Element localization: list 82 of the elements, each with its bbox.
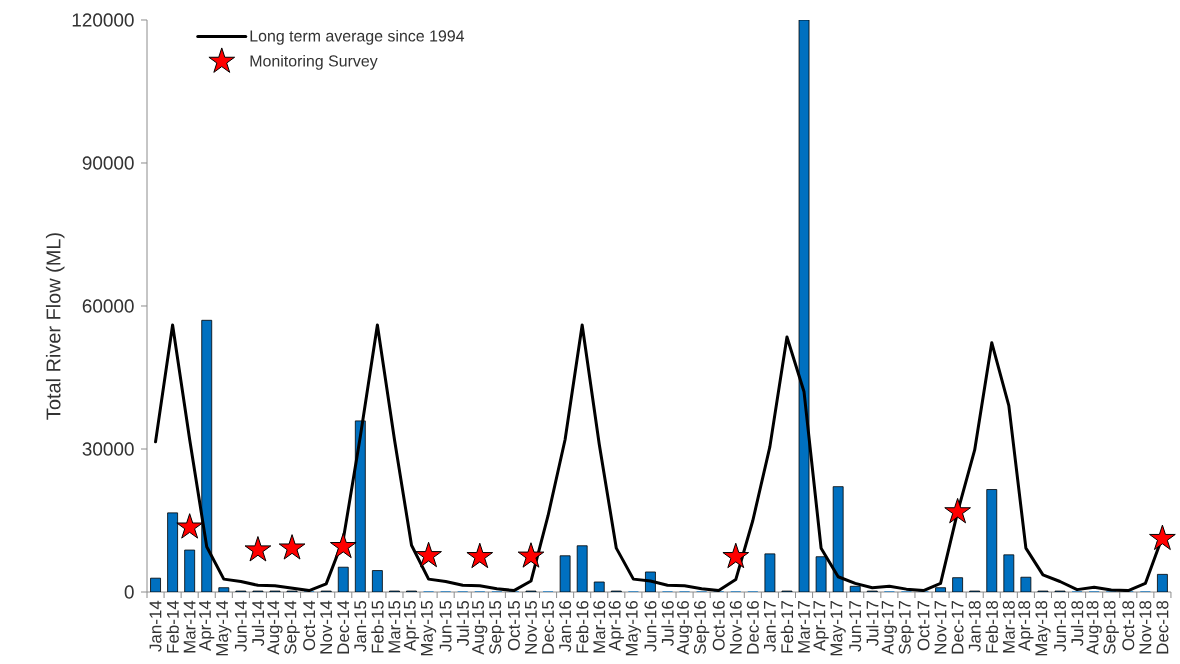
x-tick-label: Jan-17 (763, 601, 776, 652)
x-tick-label: Dec-17 (951, 601, 964, 654)
x-tick-label: Feb-14 (166, 600, 179, 653)
y-tick-label: 0 (124, 585, 134, 599)
legend-label: Monitoring Survey (250, 54, 378, 70)
x-tick-label: Dec-16 (746, 600, 759, 654)
x-tick-label: Jan-18 (968, 600, 981, 652)
x-tick-label: Oct-14 (303, 600, 316, 651)
y-tick-label: 30000 (82, 442, 134, 456)
x-tick-label: Aug-15 (472, 600, 488, 655)
x-tick-label: Apr-16 (608, 600, 624, 651)
x-tick-label: Jan-16 (559, 600, 572, 652)
x-tick-label: May-18 (1035, 600, 1051, 656)
x-tick-label: Nov-17 (934, 601, 947, 654)
bar (337, 566, 349, 592)
x-tick-label: Oct-15 (507, 600, 520, 651)
x-tick-label: Oct-16 (712, 600, 725, 651)
bar (576, 545, 588, 592)
x-tick-label: Nov-14 (320, 600, 333, 654)
x-tick-label: Nov-16 (729, 600, 742, 654)
x-tick-label: Mar-18 (1002, 600, 1015, 653)
x-tick-label: Aug-18 (1086, 600, 1102, 655)
y-axis-title: Total River Flow (ML) (45, 233, 65, 420)
x-tick-label: Sep-15 (489, 600, 505, 655)
x-tick-label: Mar-15 (388, 600, 401, 653)
y-tick-label: 60000 (82, 299, 134, 313)
x-tick-label: Jun-14 (234, 600, 247, 652)
bar (593, 581, 605, 592)
x-tick-label: Mar-17 (798, 601, 810, 653)
x-tick-label: Dec-15 (542, 600, 554, 654)
bar (764, 553, 776, 592)
bar (1157, 573, 1168, 592)
x-tick-label: Feb-17 (780, 601, 794, 653)
x-tick-label: Mar-16 (593, 600, 606, 653)
x-tick-label: Sep-14 (284, 600, 300, 655)
x-tick-label: Jul-14 (251, 600, 265, 647)
x-tick-label: May-16 (625, 600, 642, 656)
x-tick-label: Aug-16 (676, 600, 693, 655)
x-tick-label: Oct-17 (917, 601, 930, 651)
x-tick-label: Apr-15 (403, 600, 420, 651)
bar (371, 570, 383, 592)
bar (559, 555, 571, 592)
x-tick-label: Jun-15 (439, 600, 452, 652)
x-tick-label: Aug-17 (881, 601, 897, 655)
bar (218, 587, 230, 592)
x-tick-label: Feb-15 (371, 600, 384, 653)
x-tick-label: Sep-17 (898, 601, 915, 655)
x-tick-label: Jul-18 (1070, 600, 1084, 647)
x-tick-label: Mar-14 (183, 600, 196, 653)
bar (1003, 554, 1015, 592)
x-tick-label: Aug-14 (267, 600, 283, 655)
x-tick-label: Feb-16 (575, 600, 589, 653)
x-tick-label: Apr-18 (1018, 600, 1034, 651)
bar (184, 549, 196, 592)
x-tick-label: Feb-18 (985, 600, 998, 653)
x-tick-label: Dec-18 (1156, 600, 1169, 654)
x-tick-label: Apr-14 (199, 600, 215, 651)
x-tick-label: Jul-17 (866, 601, 879, 647)
x-tick-label: Jul-16 (661, 600, 674, 647)
legend-label: Long term average since 1994 (250, 29, 465, 45)
x-tick-label: Sep-18 (1103, 600, 1119, 655)
y-tick-label: 90000 (82, 156, 134, 170)
x-tick-label: Jun-18 (1054, 600, 1067, 652)
x-tick-label: Oct-18 (1122, 600, 1135, 651)
x-tick-label: May-17 (830, 601, 846, 656)
x-tick-label: Nov-18 (1139, 600, 1152, 654)
x-tick-label: Jan-15 (354, 600, 367, 652)
bar (1020, 576, 1032, 592)
x-tick-label: Jun-16 (644, 600, 657, 652)
x-tick-label: Dec-14 (337, 600, 350, 654)
bar (986, 489, 998, 592)
x-tick-label: Jul-15 (456, 600, 469, 647)
x-tick-label: Sep-16 (693, 600, 710, 655)
x-tick-label: May-15 (421, 600, 437, 656)
bar (952, 577, 964, 592)
y-tick-label: 120000 (72, 13, 134, 27)
x-tick-label: Nov-15 (525, 600, 537, 654)
bar (150, 577, 161, 592)
x-tick-label: Jun-17 (849, 601, 862, 652)
x-tick-label: Jan-14 (149, 600, 162, 652)
x-tick-label: May-14 (216, 600, 232, 656)
x-tick-label: Apr-17 (813, 601, 829, 651)
